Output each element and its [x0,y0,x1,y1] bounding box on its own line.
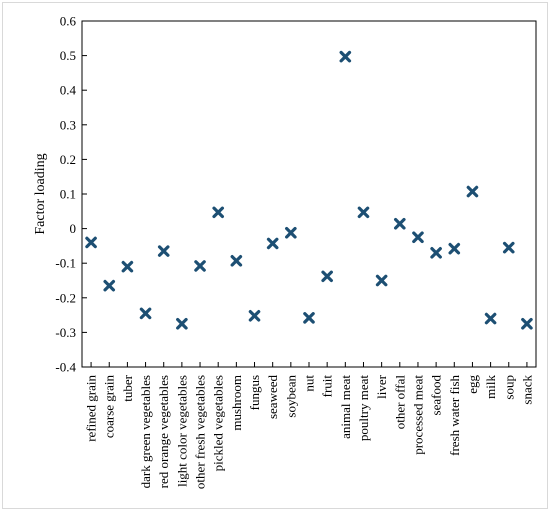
x-category-label: poultry meat [356,375,371,441]
data-point [139,307,152,320]
x-category-label: animal meat [338,375,353,439]
data-point [339,50,352,63]
data-point [521,317,533,330]
x-category-label: other offal [392,375,407,430]
x-category-label: liver [374,374,389,398]
y-tick-label: -0.3 [55,325,76,340]
data-point [157,245,170,257]
data-point [303,312,315,324]
y-tick-label: 0.2 [60,152,76,167]
y-tick-label: 0.1 [60,187,76,202]
data-point [375,274,388,287]
y-axis-ticks: 0.6 0.5 0.4 0.3 0.2 0.1 0 -0.1 -0.2 -0.3 -0.4 [55,14,87,375]
x-category-label: red orange vegetables [156,375,171,488]
x-category-label: egg [465,375,480,394]
x-category-label: light color vegetables [174,375,189,487]
x-category-label: mushroom [229,375,244,431]
y-axis-title: Factor loading [33,153,48,234]
y-tick-label: 0 [70,221,77,236]
data-point [502,241,515,254]
y-tick-label: 0.5 [60,48,76,63]
data-point [121,260,134,273]
data-point [448,242,461,255]
x-category-label: pickled vegetables [211,375,226,471]
data-point [103,279,116,292]
x-category-label: other fresh vegetables [193,375,208,489]
x-category-label: coarse grain [102,375,117,439]
data-point [194,260,206,272]
data-point [321,270,333,283]
data-point [430,247,442,259]
x-category-label: seafood [429,375,444,416]
data-point [412,231,424,244]
data-point [285,226,297,239]
data-points [85,50,533,330]
x-category-label: snack [519,375,534,405]
x-category-label: fresh water fish [447,375,462,456]
y-tick-label: -0.1 [55,256,76,271]
y-tick-label: 0.4 [60,83,77,98]
data-point [394,217,406,230]
x-category-label: fungus [247,375,262,410]
x-category-label: soybean [283,375,298,418]
x-category-label: milk [483,375,498,399]
x-category-label: nut [302,375,317,392]
x-category-label: dark green vegetables [138,375,153,488]
y-tick-label: 0.6 [60,14,77,29]
y-tick-label: -0.2 [55,290,76,305]
data-point [85,236,97,249]
y-tick-label: -0.4 [55,360,76,375]
data-point [248,309,261,322]
data-point [357,206,370,219]
data-point [176,317,188,330]
x-category-label: soup [501,375,516,400]
x-category-label: processed meat [410,375,425,455]
y-tick-label: 0.3 [60,117,76,132]
data-point [230,254,243,267]
x-category-label: fruit [320,375,335,398]
x-category-label: refined grain [84,375,99,442]
data-point [212,206,224,219]
x-category-label: seaweed [265,375,280,420]
x-axis-ticks: refined grain coarse grain tuber dark green… [84,362,534,489]
data-point [466,185,479,198]
data-point [266,237,279,250]
x-category-label: tuber [120,374,135,401]
data-point [484,312,497,325]
